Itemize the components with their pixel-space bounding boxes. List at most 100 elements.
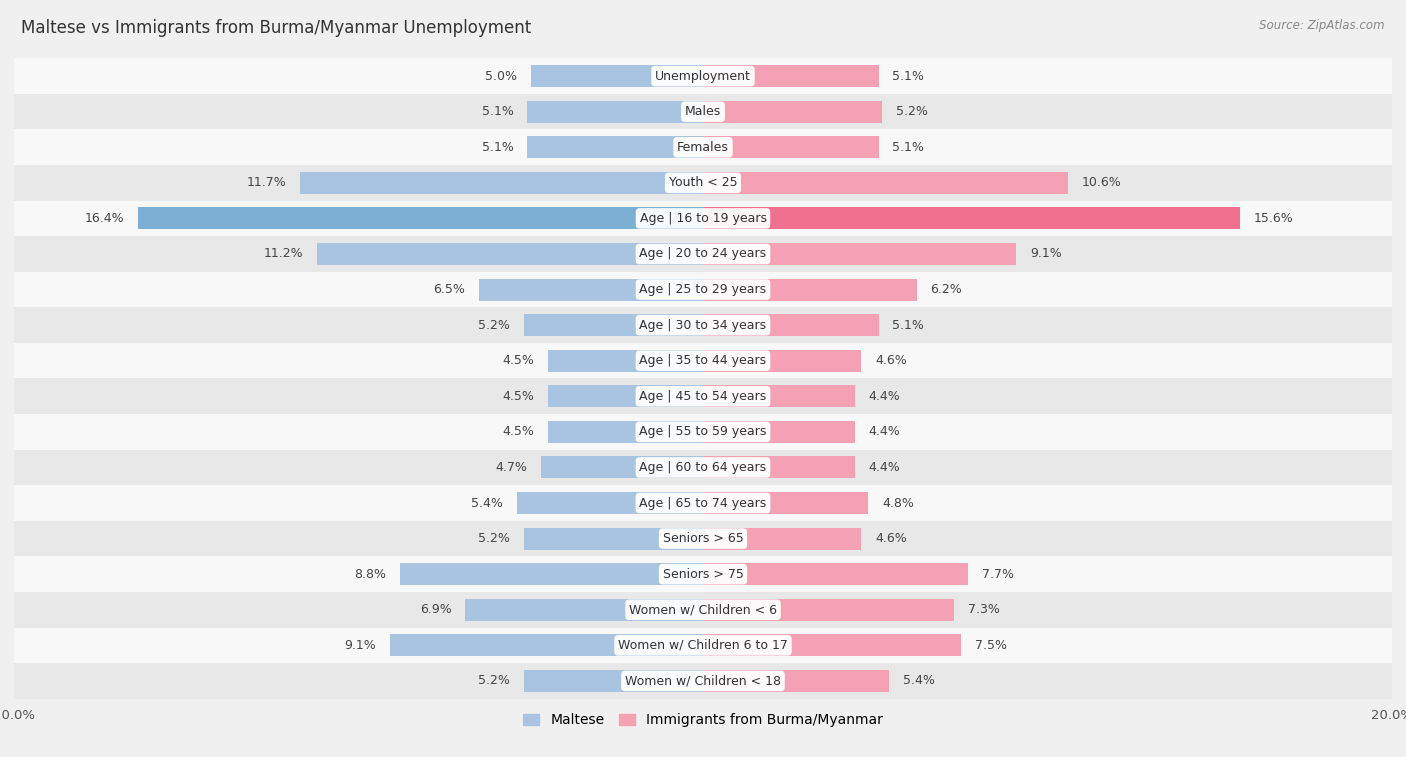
Bar — [14, 165, 1392, 201]
Text: 4.5%: 4.5% — [502, 425, 534, 438]
Bar — [703, 563, 969, 585]
Bar — [14, 378, 1392, 414]
Bar — [524, 670, 703, 692]
Text: Women w/ Children 6 to 17: Women w/ Children 6 to 17 — [619, 639, 787, 652]
Bar — [703, 207, 1240, 229]
Text: 7.7%: 7.7% — [981, 568, 1014, 581]
Text: Age | 65 to 74 years: Age | 65 to 74 years — [640, 497, 766, 509]
Text: Age | 35 to 44 years: Age | 35 to 44 years — [640, 354, 766, 367]
Text: 16.4%: 16.4% — [84, 212, 124, 225]
Text: 5.1%: 5.1% — [893, 319, 924, 332]
Bar — [703, 385, 855, 407]
Bar — [703, 350, 862, 372]
Bar — [703, 528, 862, 550]
Text: 4.4%: 4.4% — [869, 461, 900, 474]
Bar — [14, 272, 1392, 307]
Text: 5.1%: 5.1% — [893, 70, 924, 83]
Text: 4.6%: 4.6% — [875, 532, 907, 545]
Text: 4.4%: 4.4% — [869, 425, 900, 438]
Bar — [14, 414, 1392, 450]
Bar — [14, 343, 1392, 378]
Text: Age | 45 to 54 years: Age | 45 to 54 years — [640, 390, 766, 403]
Bar — [318, 243, 703, 265]
Bar — [524, 314, 703, 336]
Bar — [14, 450, 1392, 485]
Text: Age | 60 to 64 years: Age | 60 to 64 years — [640, 461, 766, 474]
Bar — [548, 385, 703, 407]
Text: 8.8%: 8.8% — [354, 568, 387, 581]
Bar — [14, 521, 1392, 556]
Text: Females: Females — [678, 141, 728, 154]
Bar — [465, 599, 703, 621]
Bar — [703, 314, 879, 336]
Bar — [703, 492, 869, 514]
Text: 7.3%: 7.3% — [969, 603, 1000, 616]
Bar — [548, 350, 703, 372]
Text: Youth < 25: Youth < 25 — [669, 176, 737, 189]
Text: 6.5%: 6.5% — [433, 283, 465, 296]
Text: 9.1%: 9.1% — [1031, 248, 1062, 260]
Bar — [14, 236, 1392, 272]
Text: 6.2%: 6.2% — [931, 283, 962, 296]
Bar — [703, 65, 879, 87]
Text: 7.5%: 7.5% — [976, 639, 1007, 652]
Bar — [527, 101, 703, 123]
Bar — [703, 101, 882, 123]
Bar — [703, 243, 1017, 265]
Text: 5.1%: 5.1% — [482, 105, 513, 118]
Bar — [389, 634, 703, 656]
Text: 10.6%: 10.6% — [1083, 176, 1122, 189]
Text: 5.4%: 5.4% — [471, 497, 503, 509]
Bar — [703, 634, 962, 656]
Bar — [527, 136, 703, 158]
Text: Maltese vs Immigrants from Burma/Myanmar Unemployment: Maltese vs Immigrants from Burma/Myanmar… — [21, 19, 531, 37]
Text: 4.7%: 4.7% — [495, 461, 527, 474]
Bar — [14, 663, 1392, 699]
Bar — [399, 563, 703, 585]
Bar — [14, 628, 1392, 663]
Bar — [14, 592, 1392, 628]
Text: 5.1%: 5.1% — [893, 141, 924, 154]
Bar — [138, 207, 703, 229]
Text: 5.2%: 5.2% — [478, 532, 510, 545]
Text: Age | 20 to 24 years: Age | 20 to 24 years — [640, 248, 766, 260]
Bar — [531, 65, 703, 87]
Bar — [541, 456, 703, 478]
Bar — [703, 599, 955, 621]
Text: Males: Males — [685, 105, 721, 118]
Text: Seniors > 65: Seniors > 65 — [662, 532, 744, 545]
Bar — [703, 421, 855, 443]
Bar — [703, 456, 855, 478]
Bar — [14, 307, 1392, 343]
Text: 5.0%: 5.0% — [485, 70, 517, 83]
Text: 9.1%: 9.1% — [344, 639, 375, 652]
Text: 5.2%: 5.2% — [478, 674, 510, 687]
Bar — [299, 172, 703, 194]
Text: 5.2%: 5.2% — [478, 319, 510, 332]
Text: Women w/ Children < 18: Women w/ Children < 18 — [626, 674, 780, 687]
Text: Age | 30 to 34 years: Age | 30 to 34 years — [640, 319, 766, 332]
Bar — [548, 421, 703, 443]
Bar — [703, 279, 917, 301]
Text: Women w/ Children < 6: Women w/ Children < 6 — [628, 603, 778, 616]
Text: 4.5%: 4.5% — [502, 354, 534, 367]
Text: Seniors > 75: Seniors > 75 — [662, 568, 744, 581]
Text: 11.2%: 11.2% — [264, 248, 304, 260]
Text: Source: ZipAtlas.com: Source: ZipAtlas.com — [1260, 19, 1385, 32]
Bar — [703, 670, 889, 692]
Bar — [14, 94, 1392, 129]
Bar — [703, 136, 879, 158]
Text: 5.2%: 5.2% — [896, 105, 928, 118]
Bar — [14, 129, 1392, 165]
Text: 11.7%: 11.7% — [246, 176, 287, 189]
Text: Age | 16 to 19 years: Age | 16 to 19 years — [640, 212, 766, 225]
Bar — [14, 556, 1392, 592]
Bar — [703, 172, 1069, 194]
Text: 6.9%: 6.9% — [420, 603, 451, 616]
Bar — [524, 528, 703, 550]
Text: 15.6%: 15.6% — [1254, 212, 1294, 225]
Bar — [479, 279, 703, 301]
Text: 5.1%: 5.1% — [482, 141, 513, 154]
Text: Unemployment: Unemployment — [655, 70, 751, 83]
Text: 4.4%: 4.4% — [869, 390, 900, 403]
